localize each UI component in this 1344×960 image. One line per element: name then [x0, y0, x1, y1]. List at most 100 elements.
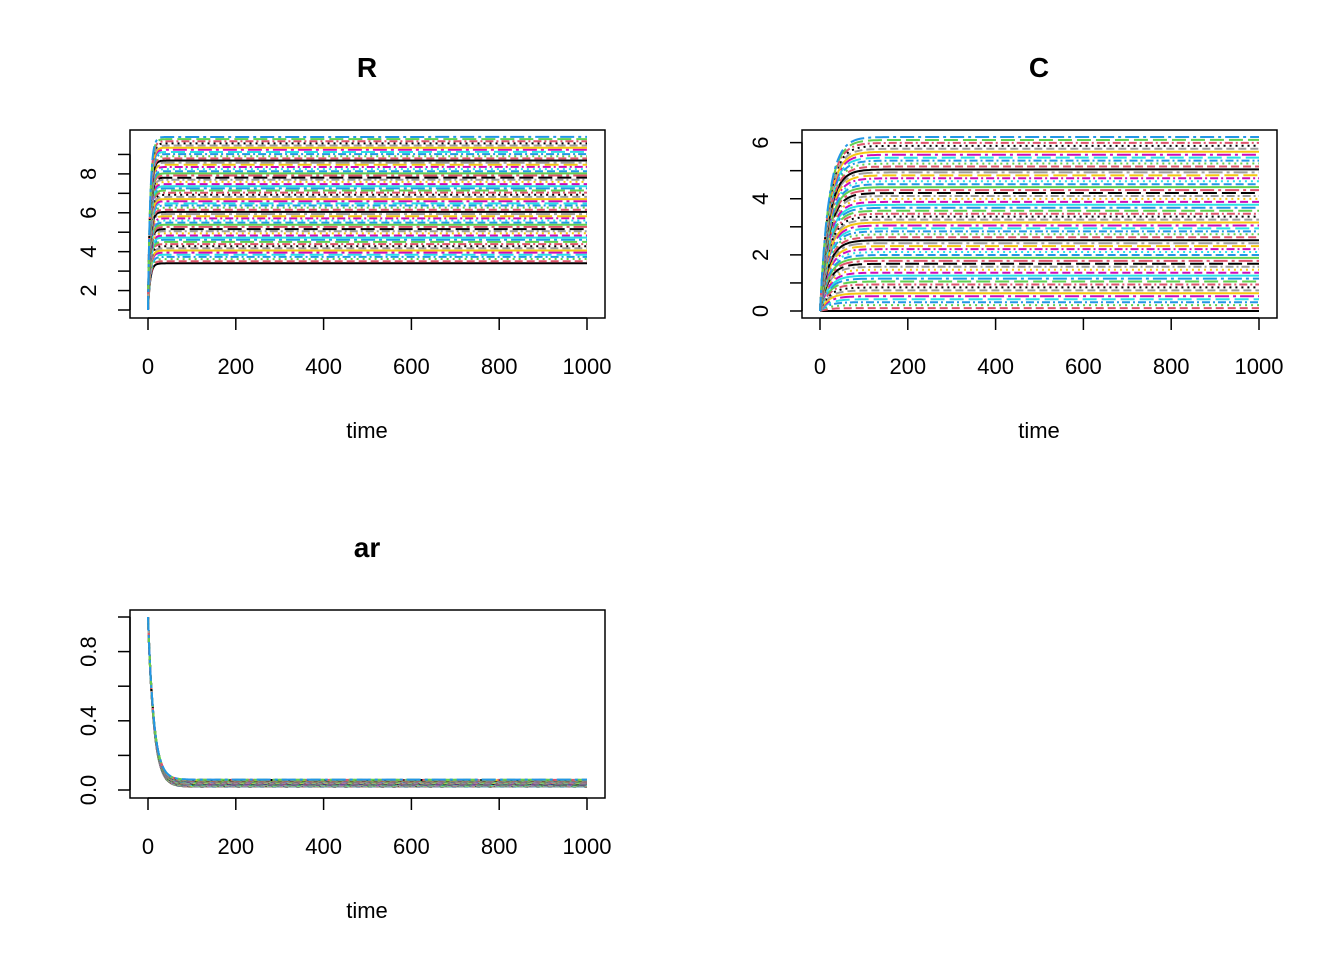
series-line-ar-47 — [147, 616, 587, 783]
x-axis-label-r: time — [346, 418, 388, 443]
series-line-ar-55 — [147, 616, 587, 782]
series-line-ar-18 — [147, 616, 587, 786]
x-tick-label-c-3: 600 — [1065, 354, 1102, 379]
series-line-ar-2 — [147, 616, 587, 788]
series-line-ar-4 — [147, 616, 587, 788]
series-line-ar-32 — [147, 616, 587, 784]
series-line-ar-43 — [147, 616, 587, 783]
y-tick-label-ar-2: 0.8 — [76, 636, 101, 667]
series-line-c-23 — [819, 245, 1259, 312]
y-tick-label-r-0: 2 — [76, 284, 101, 296]
series-line-ar-10 — [147, 616, 587, 787]
series-line-ar-52 — [147, 616, 588, 782]
series-line-ar-1 — [147, 616, 587, 788]
series-line-ar-45 — [147, 616, 587, 783]
series-line-c-54 — [819, 153, 1259, 312]
series-line-ar-21 — [147, 616, 587, 786]
x-tick-label-r-0: 0 — [142, 354, 154, 379]
x-tick-label-c-1: 200 — [889, 354, 926, 379]
series-line-r-47 — [147, 163, 587, 311]
series-line-r-35 — [147, 189, 587, 311]
y-tick-label-ar-1: 0.4 — [76, 706, 101, 737]
series-line-c-8 — [819, 289, 1259, 312]
series-line-c-60 — [819, 136, 1259, 312]
series-group-ar — [147, 616, 588, 788]
series-line-ar-40 — [147, 616, 588, 783]
x-tick-label-ar-1: 200 — [217, 834, 254, 859]
series-line-r-9 — [147, 245, 587, 311]
series-line-ar-50 — [147, 616, 587, 782]
series-line-c-15 — [819, 268, 1259, 312]
series-line-r-52 — [147, 153, 587, 311]
series-line-r-27 — [147, 206, 587, 311]
series-line-ar-42 — [147, 616, 587, 783]
series-line-c-21 — [819, 251, 1259, 312]
series-line-ar-48 — [147, 616, 587, 782]
series-line-r-2 — [147, 260, 587, 311]
series-line-c-7 — [819, 292, 1259, 312]
series-line-ar-46 — [147, 616, 588, 783]
chart-title-r: R — [357, 52, 377, 83]
series-line-ar-17 — [147, 616, 588, 786]
series-line-ar-49 — [147, 616, 587, 782]
series-line-ar-27 — [147, 616, 587, 785]
series-line-ar-56 — [147, 616, 587, 782]
series-line-c-25 — [819, 239, 1259, 312]
series-line-ar-57 — [147, 616, 587, 781]
series-line-c-6 — [819, 295, 1259, 312]
x-tick-label-c-4: 800 — [1153, 354, 1190, 379]
series-line-c-14 — [819, 271, 1259, 312]
series-line-c-10 — [819, 283, 1259, 312]
x-tick-label-ar-2: 400 — [305, 834, 342, 859]
y-tick-label-c-3: 6 — [748, 136, 773, 148]
series-line-ar-7 — [147, 616, 587, 787]
series-line-ar-51 — [147, 616, 587, 782]
panel-ar: ar 0 200 400 600 800 1000 0.0 0.4 0.8 time — [76, 532, 611, 923]
series-line-r-11 — [147, 240, 587, 311]
series-line-c-2 — [819, 307, 1259, 312]
series-line-c-52 — [819, 159, 1259, 312]
series-line-r-56 — [147, 144, 587, 311]
series-line-ar-26 — [147, 616, 587, 785]
series-line-ar-60 — [147, 616, 587, 781]
y-axis-c: 0 2 4 6 — [748, 136, 803, 317]
series-line-ar-58 — [147, 616, 588, 781]
series-line-c-9 — [819, 286, 1259, 312]
series-line-ar-38 — [147, 616, 587, 784]
series-line-r-23 — [147, 215, 587, 311]
series-line-ar-6 — [147, 616, 588, 787]
series-line-c-46 — [819, 177, 1259, 312]
series-line-ar-53 — [147, 616, 587, 782]
series-line-ar-59 — [147, 616, 587, 781]
series-line-ar-44 — [147, 616, 587, 783]
series-group-r — [147, 135, 588, 311]
series-line-ar-36 — [147, 616, 587, 784]
series-line-c-44 — [819, 183, 1259, 312]
x-tick-label-ar-0: 0 — [142, 834, 154, 859]
series-line-c-29 — [819, 227, 1259, 312]
x-tick-label-c-5: 1000 — [1235, 354, 1284, 379]
series-line-r-48 — [147, 161, 587, 311]
series-line-r-21 — [147, 219, 587, 311]
series-line-c-58 — [819, 141, 1259, 312]
x-axis-label-ar: time — [346, 898, 388, 923]
y-tick-label-r-3: 8 — [76, 168, 101, 180]
series-line-ar-30 — [147, 616, 587, 785]
series-line-c-34 — [819, 212, 1259, 312]
series-line-c-16 — [819, 265, 1259, 312]
series-line-ar-14 — [147, 616, 587, 786]
series-line-c-20 — [819, 254, 1259, 312]
series-line-ar-16 — [147, 616, 587, 786]
series-line-c-40 — [819, 195, 1259, 312]
series-line-c-38 — [819, 200, 1259, 312]
series-line-c-17 — [819, 262, 1259, 312]
series-line-c-31 — [819, 221, 1259, 312]
series-line-ar-9 — [147, 616, 587, 787]
series-line-c-5 — [819, 298, 1259, 312]
series-line-r-1 — [147, 262, 587, 311]
series-line-c-13 — [819, 274, 1259, 312]
x-axis-c: 0 200 400 600 800 1000 — [814, 317, 1284, 379]
y-tick-label-c-2: 4 — [748, 193, 773, 205]
series-line-ar-15 — [147, 616, 587, 786]
